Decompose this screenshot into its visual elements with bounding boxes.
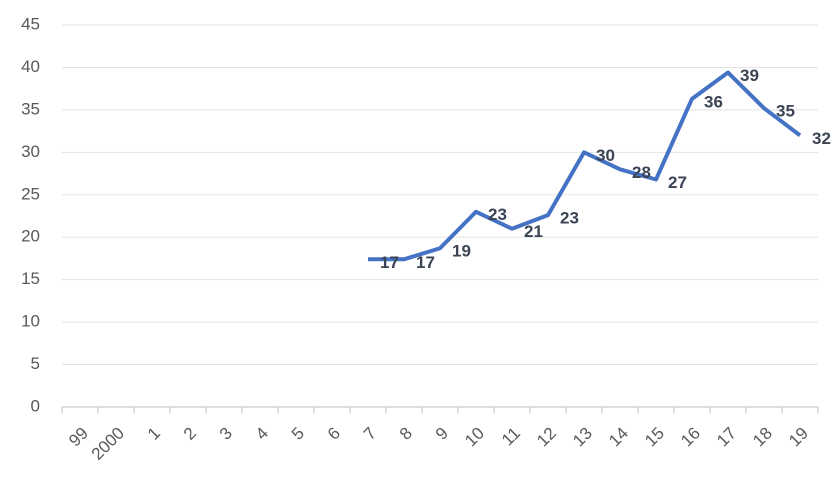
x-tick-label: 11 <box>498 424 524 450</box>
data-label: 17 <box>416 253 435 272</box>
x-tick-label: 12 <box>533 424 560 451</box>
x-tick-label: 3 <box>216 424 236 444</box>
x-tick-label: 8 <box>396 424 416 444</box>
y-tick-label: 40 <box>21 57 40 76</box>
x-tick-label: 19 <box>785 424 812 451</box>
y-tick-label: 0 <box>31 396 40 415</box>
x-tick-label: 14 <box>605 424 632 451</box>
y-tick-label: 35 <box>21 99 40 118</box>
y-tick-label: 30 <box>21 142 40 161</box>
x-tick-label: 13 <box>569 424 596 451</box>
data-label: 28 <box>632 163 651 182</box>
x-tick-label: 15 <box>641 424 668 451</box>
data-label: 30 <box>596 146 615 165</box>
x-tick-label: 99 <box>65 424 92 451</box>
data-label: 27 <box>668 173 687 192</box>
x-tick-label: 4 <box>252 424 272 444</box>
x-tick-label: 2 <box>180 424 200 444</box>
data-label: 23 <box>560 209 579 228</box>
x-tick-label: 9 <box>432 424 452 444</box>
data-label: 39 <box>740 66 759 85</box>
x-tick-label: 10 <box>461 424 488 451</box>
y-tick-label: 5 <box>31 354 40 373</box>
y-tick-label: 25 <box>21 184 40 203</box>
data-label: 32 <box>812 129 831 148</box>
x-tick-label: 1 <box>144 424 164 444</box>
y-tick-label: 45 <box>21 14 40 33</box>
x-tick-label: 6 <box>324 424 344 444</box>
data-label: 21 <box>524 222 543 241</box>
data-label: 35 <box>776 102 795 121</box>
x-tick-label: 5 <box>288 424 308 444</box>
x-tick-label: 16 <box>677 424 704 451</box>
x-tick-label: 18 <box>749 424 776 451</box>
data-label: 23 <box>488 205 507 224</box>
y-tick-label: 10 <box>21 312 40 331</box>
x-tick-label: 7 <box>360 424 380 444</box>
data-label: 36 <box>704 92 723 111</box>
data-label: 19 <box>452 242 471 261</box>
line-series <box>368 70 802 262</box>
y-tick-label: 20 <box>21 227 40 246</box>
x-tick-label: 2000 <box>88 424 128 464</box>
data-label: 17 <box>380 253 399 272</box>
y-tick-label: 15 <box>21 269 40 288</box>
x-tick-label: 17 <box>713 424 740 451</box>
